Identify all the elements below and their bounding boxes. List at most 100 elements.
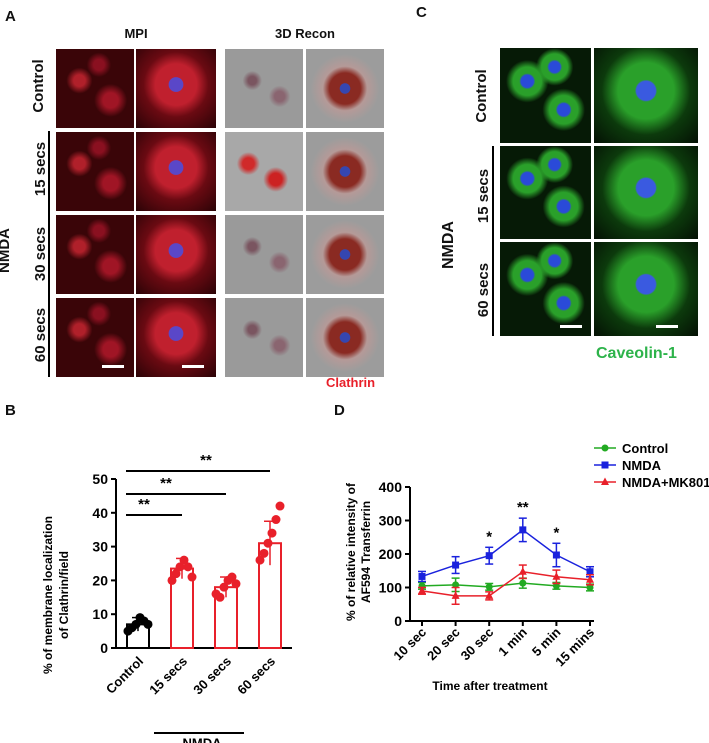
recon-control-zoom (306, 49, 384, 128)
legend-label: Control (622, 441, 668, 456)
y-tick-label: 50 (92, 471, 108, 487)
mpi-15-field (56, 132, 134, 211)
data-point (271, 515, 281, 525)
cav-control-zoom (594, 48, 698, 143)
y-tick-label: 20 (92, 572, 108, 588)
panel-d-letter: D (334, 402, 345, 419)
legend-label: NMDA+MK801 (622, 475, 709, 490)
significance-marker: ** (138, 496, 150, 513)
significance-marker: * (553, 524, 559, 541)
scale-bar (102, 365, 124, 368)
scale-bar (656, 325, 678, 328)
data-point (267, 528, 277, 538)
data-point (418, 572, 426, 580)
x-tick-label: 30 sec (458, 625, 497, 664)
data-point (586, 575, 594, 583)
y-tick-label: 0 (100, 640, 108, 656)
significance-marker: ** (160, 475, 172, 492)
panel-a-col-3d: 3D Recon (275, 26, 335, 41)
recon-control-field (225, 49, 303, 128)
mpi-control-field (56, 49, 134, 128)
significance-marker: * (486, 528, 492, 545)
panel-c-nmda-bracket (492, 146, 494, 336)
mpi-30-zoom (136, 215, 216, 294)
data-point (171, 569, 181, 579)
data-point (143, 619, 153, 629)
data-point (175, 562, 185, 572)
mpi-60-field (56, 298, 134, 377)
data-point (231, 579, 241, 589)
panel-a-row-control: Control (30, 59, 47, 113)
y-tick-label: 100 (379, 580, 403, 596)
y-tick-label: 300 (379, 513, 403, 529)
data-point (183, 562, 193, 572)
data-point (418, 586, 426, 594)
cav-15-field (500, 146, 591, 239)
series-line (421, 528, 591, 578)
recon-30-field (225, 215, 303, 294)
panel-d-chart: % of relative intensity of AF594 Transfe… (344, 441, 709, 693)
y-axis-label: % of membrane localization (41, 516, 55, 674)
panel-b-chart: % of membrane localization of Clathrin/f… (41, 452, 292, 743)
panel-a-group-nmda: NMDA (0, 228, 13, 273)
data-point (485, 552, 493, 560)
panel-c-letter: C (416, 4, 427, 21)
legend-marker (601, 444, 609, 452)
recon-60-zoom (306, 298, 384, 377)
legend-label: NMDA (622, 458, 662, 473)
data-point (452, 561, 460, 569)
data-point (519, 526, 527, 534)
panel-c-group-nmda: NMDA (440, 221, 457, 269)
x-tick-label: 1 min (495, 624, 530, 659)
series-line (421, 582, 591, 589)
panel-c-row-control: Control (473, 69, 490, 123)
data-point (552, 551, 560, 559)
data-point (552, 572, 561, 580)
x-axis-label: Time after treatment (432, 679, 547, 693)
cav-15-zoom (594, 146, 698, 239)
scale-bar (560, 325, 582, 328)
x-tick-label: 60 secs (234, 654, 278, 698)
legend-marker (601, 477, 609, 485)
data-point (586, 568, 594, 576)
x-tick-label: 30 secs (190, 654, 234, 698)
panel-a-stain-clathrin: Clathrin (326, 375, 376, 390)
data-point (485, 583, 493, 591)
significance-marker: ** (517, 499, 529, 516)
y-tick-label: 0 (394, 613, 402, 629)
mpi-control-zoom (136, 49, 216, 128)
panel-a-nmda-bracket (48, 131, 50, 377)
data-point (167, 575, 177, 585)
cav-control-field (500, 48, 591, 143)
cav-60-field (500, 242, 591, 336)
data-point (586, 584, 594, 591)
data-point (485, 591, 494, 599)
panel-a-col-mpi: MPI (124, 26, 148, 41)
data-point (451, 591, 460, 599)
data-point (259, 548, 269, 558)
data-point (275, 501, 285, 511)
legend-marker (601, 461, 609, 469)
x-tick-label: 20 sec (424, 625, 463, 664)
recon-15-zoom (306, 132, 384, 211)
y-tick-label: 400 (379, 479, 403, 495)
y-axis-label: of Clathrin/field (57, 551, 71, 639)
data-point (255, 555, 265, 565)
y-axis-label: AF594 Transferrin (359, 501, 373, 603)
data-point (518, 567, 527, 575)
y-tick-label: 200 (379, 546, 403, 562)
data-point (263, 538, 273, 548)
y-tick-label: 10 (92, 606, 108, 622)
x-tick-label: 10 sec (390, 625, 429, 664)
y-axis-label: % of relative intensity of (344, 482, 358, 621)
data-point (179, 555, 189, 565)
cav-60-zoom (594, 242, 698, 336)
recon-30-zoom (306, 215, 384, 294)
x-tick-label: Control (103, 654, 146, 697)
panel-c-stain-caveolin: Caveolin-1 (596, 345, 677, 362)
data-point (227, 572, 237, 582)
recon-15-field (225, 132, 303, 211)
mpi-15-zoom (136, 132, 216, 211)
data-point (452, 581, 460, 589)
x-tick-label: 15 secs (146, 654, 190, 698)
